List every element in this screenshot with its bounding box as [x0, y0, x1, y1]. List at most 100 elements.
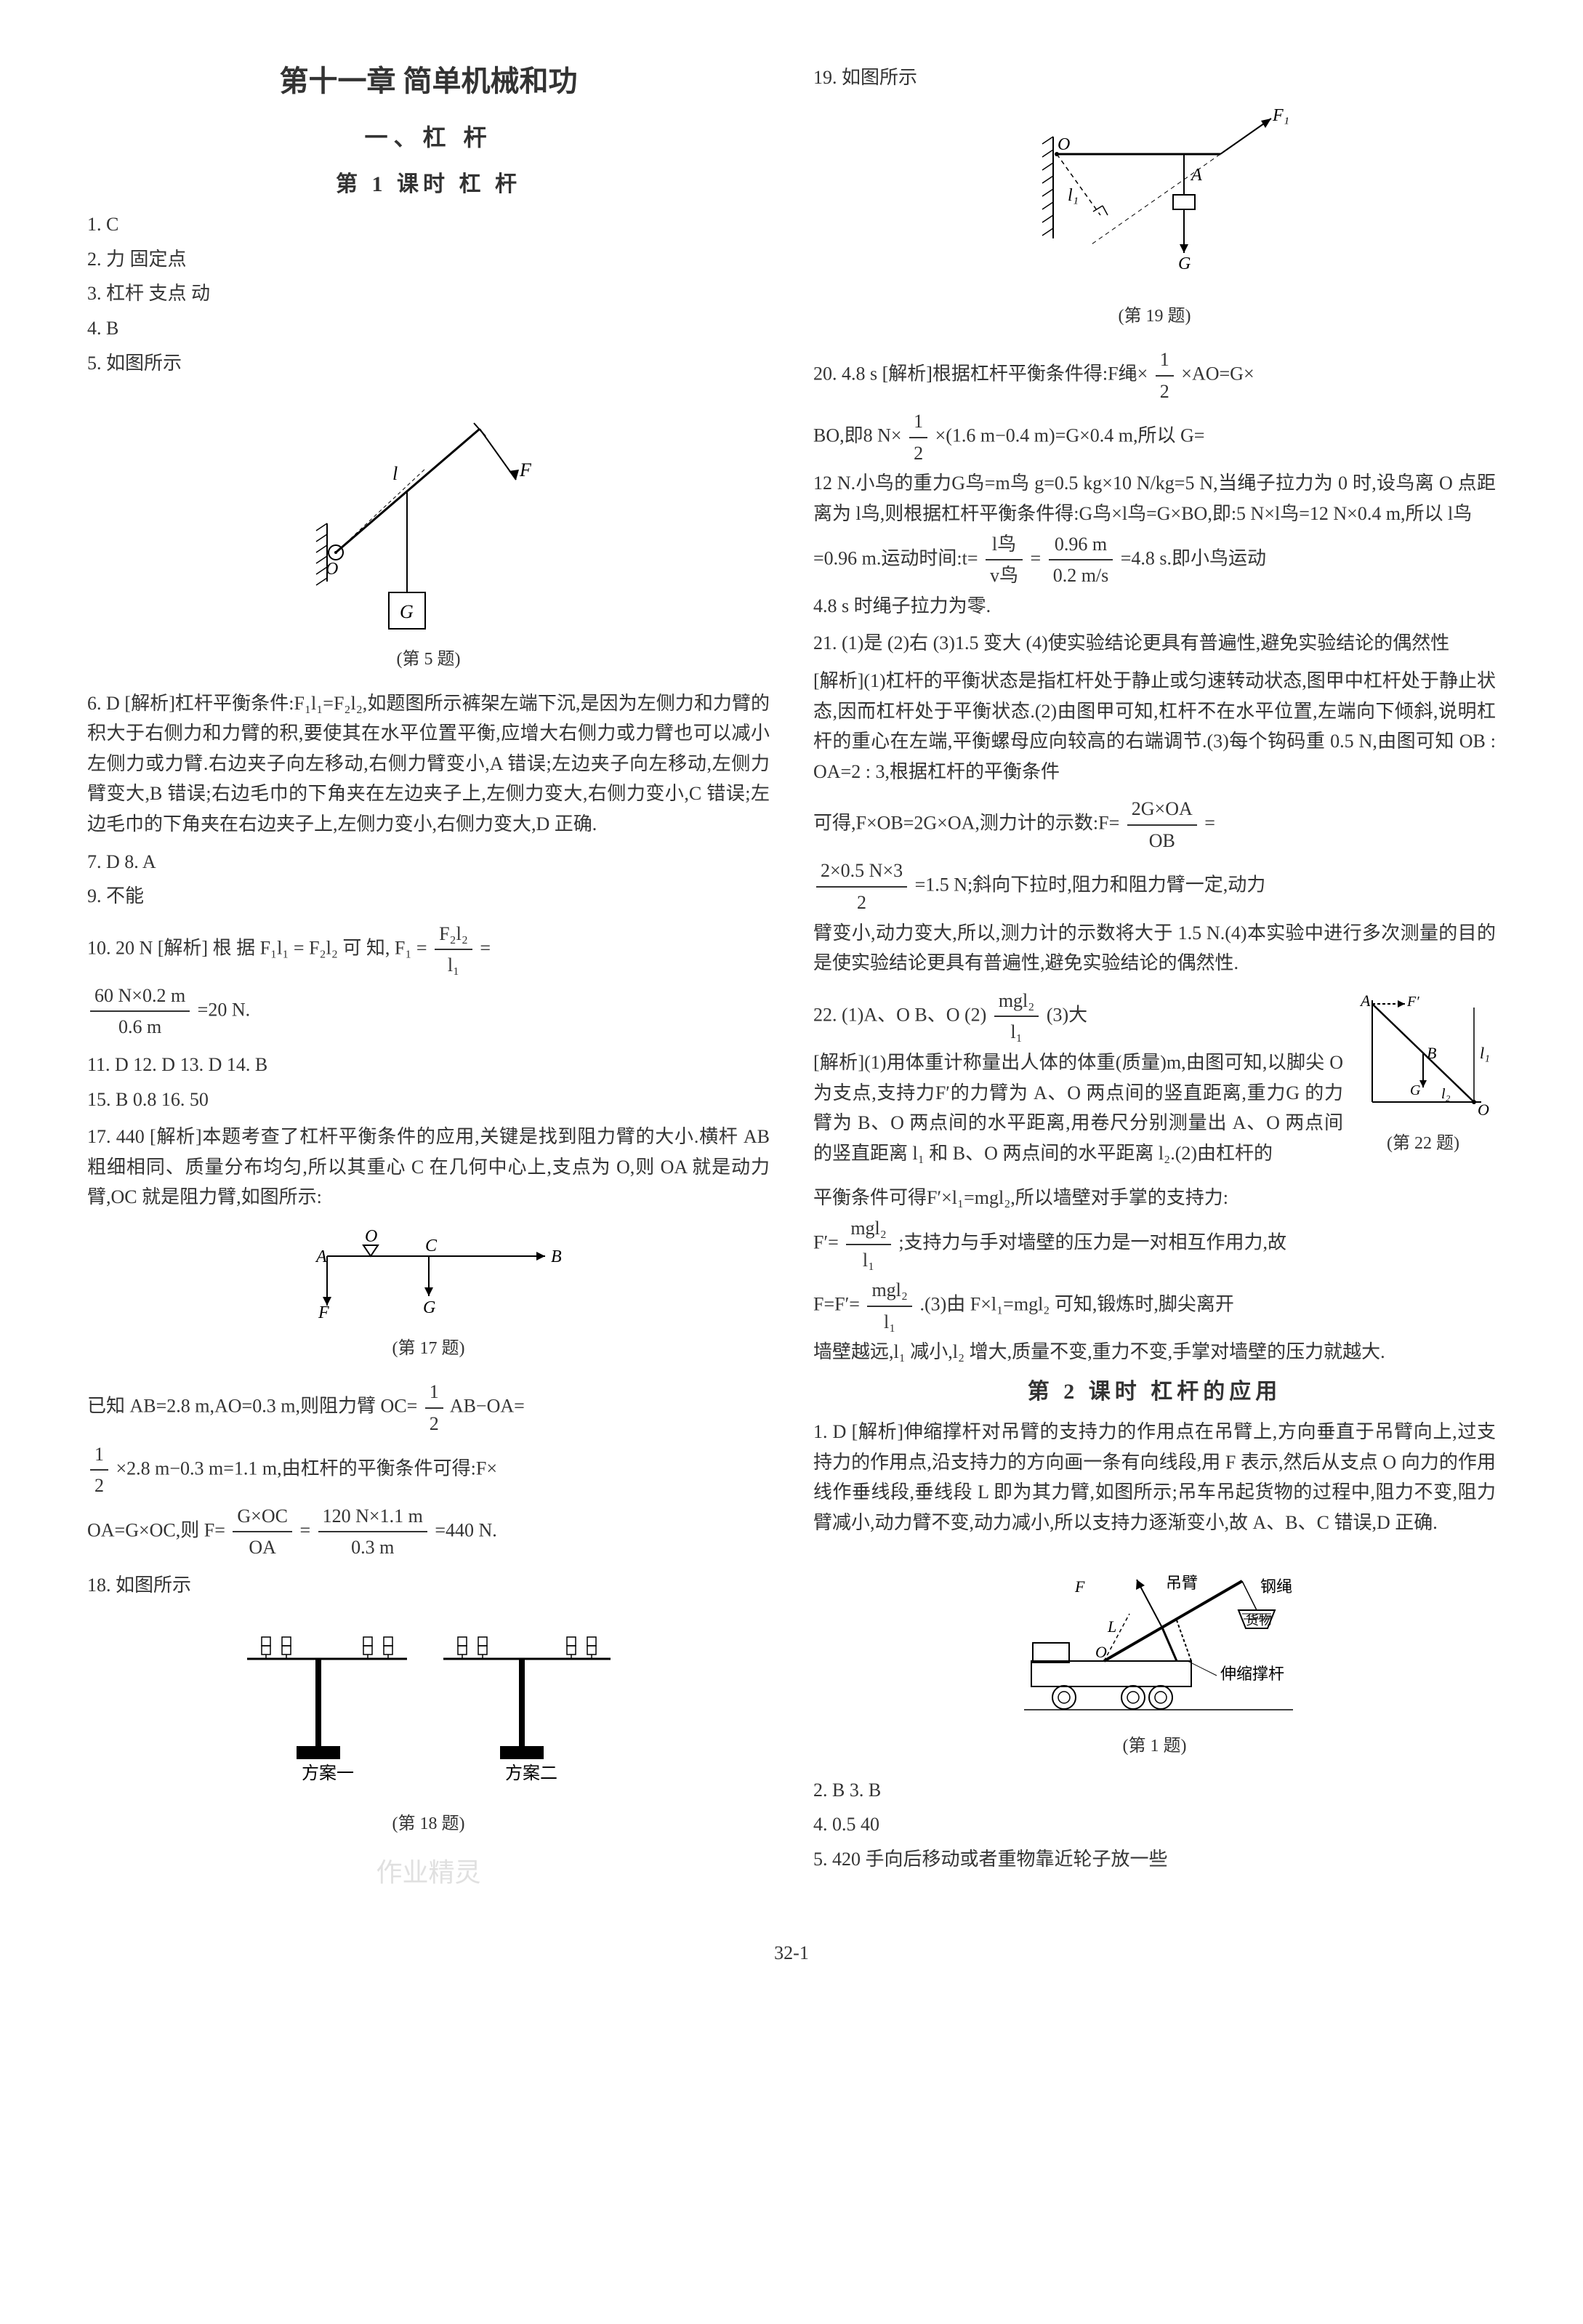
answer-q10: 10. 20 N [解析] 根 据 F₁l₁ = F₂l₂ 可 知, F₁ = …	[87, 919, 770, 1042]
figure-l2-1: 吊臂 伸缩撑杆 O L F 钢绳	[813, 1552, 1496, 1760]
answer-q17-cont: 已知 AB=2.8 m,AO=0.3 m,则阻力臂 OC= 1 2 AB−OA=…	[87, 1377, 770, 1563]
q17-cont-prefix: 已知 AB=2.8 m,AO=0.3 m,则阻力臂 OC=	[87, 1396, 417, 1417]
svg-text:F₁: F₁	[1272, 108, 1289, 125]
answer-q5-label: 5. 如图所示	[87, 348, 770, 379]
fig22-svg: A F′ B G l₁ l₂ O	[1350, 986, 1496, 1124]
answer-q1: 1. C	[87, 209, 770, 240]
svg-text:l₂: l₂	[1441, 1086, 1451, 1102]
svg-text:货物: 货物	[1246, 1613, 1272, 1628]
q20-frac2: 0.96 m 0.2 m/s	[1049, 529, 1113, 591]
fig18-caption: (第 18 题)	[87, 1810, 770, 1838]
q20-mid5: =0.96 m.运动时间:t=	[813, 547, 978, 568]
answer-q21-analysis: [解析](1)杠杆的平衡状态是指杠杆处于静止或匀速转动状态,图甲中杠杆处于静止状…	[813, 666, 1496, 787]
q21-eq: =	[1204, 813, 1215, 834]
q10-result: =20 N.	[198, 999, 250, 1020]
q22-frac-rep2: mgl₂ l₁	[867, 1275, 912, 1337]
answer-q17: 17. 440 [解析]本题考查了杠杆平衡条件的应用,关键是找到阻力臂的大小.横…	[87, 1122, 770, 1213]
lesson2-title: 第 2 课时 杠杆的应用	[813, 1375, 1496, 1410]
svg-text:B: B	[1427, 1044, 1436, 1062]
q20-frac: l鸟 v鸟	[986, 529, 1023, 591]
svg-text:F: F	[519, 459, 532, 481]
q22-prefix: 22. (1)A、O B、O (2)	[813, 1004, 986, 1025]
q21-frac2: 2×0.5 N×3 2	[816, 856, 907, 917]
l2-answer-q1: 1. D [解析]伸缩撑杆对吊臂的支持力的作用点在吊臂上,方向垂直于吊臂向上,过…	[813, 1417, 1496, 1537]
q22-frac-rep: mgl₂ l₁	[846, 1213, 891, 1275]
svg-text:l₁: l₁	[1068, 186, 1079, 205]
q17-frac1: G×OC OA	[233, 1501, 292, 1563]
fig17-caption: (第 17 题)	[87, 1335, 770, 1362]
figure-19: O F₁ l₁ A	[813, 108, 1496, 330]
q17-cont-mid2: ×2.8 m−0.3 m=1.1 m,由杠杆的平衡条件可得:F×	[116, 1457, 498, 1479]
answer-q2: 2. 力 固定点	[87, 244, 770, 275]
q20-result: =4.8 s.即小鸟运动	[1121, 547, 1266, 568]
answer-q22: A F′ B G l₁ l₂ O	[813, 986, 1496, 1169]
q22-analysis: [解析](1)用体重计称量出人体的体重(质量)m,由图可知,以脚尖 O 为支点,…	[813, 1052, 1343, 1164]
q21-cont-prefix: 可得,F×OB=2G×OA,测力计的示数:F=	[813, 813, 1119, 834]
fig19-svg: O F₁ l₁ A	[1017, 108, 1293, 297]
svg-text:L: L	[1107, 1617, 1116, 1636]
answer-q21: 21. (1)是 (2)右 (3)1.5 变大 (4)使实验结论更具有普遍性,避…	[813, 628, 1496, 659]
q17-result: =440 N.	[435, 1519, 496, 1540]
q21-frac: 2G×OA OB	[1127, 794, 1197, 856]
svg-text:F′: F′	[1406, 994, 1419, 1010]
fig5-svg: O l F G	[291, 393, 567, 640]
svg-text:O: O	[326, 560, 338, 579]
answer-q20: 20. 4.8 s [解析]根据杠杆平衡条件得:F绳× 1 2 ×AO=G× B…	[813, 345, 1496, 621]
svg-text:O: O	[1478, 1101, 1489, 1119]
q22-cont3-prefix: F=F′=	[813, 1294, 860, 1315]
left-column: 第十一章 简单机械和功 一、杠 杆 第 1 课时 杠 杆 1. C 2. 力 固…	[87, 58, 770, 1909]
svg-text:方案一: 方案一	[302, 1764, 354, 1783]
q21-mid: =1.5 N;斜向下拉时,阻力和阻力臂一定,动力	[915, 874, 1266, 896]
answer-q6: 6. D [解析]杠杆平衡条件:F₁l₁=F₂l₂,如题图所示裤架左端下沉,是因…	[87, 688, 770, 840]
svg-text:O: O	[1058, 135, 1070, 154]
svg-text:吊臂: 吊臂	[1166, 1574, 1198, 1592]
q20-end: 4.8 s 时绳子拉力为零.	[813, 595, 991, 616]
svg-text:C: C	[425, 1237, 438, 1255]
page-number: 32-1	[87, 1938, 1496, 1969]
answer-q9: 9. 不能	[87, 881, 770, 912]
answer-q11-14: 11. D 12. D 13. D 14. B	[87, 1050, 770, 1080]
answer-q22-cont: 平衡条件可得F′×l₁=mgl₂,所以墙壁对手掌的支持力: F′= mgl₂ l…	[813, 1183, 1496, 1367]
svg-text:A: A	[1359, 992, 1371, 1010]
q17-cont2-prefix: OA=G×OC,则 F=	[87, 1519, 225, 1540]
watermark-2: 作业精灵	[87, 1852, 770, 1894]
q17-half2: 1 2	[90, 1439, 108, 1501]
q22-cont3-mid: .(3)由 F×l₁=mgl₂ 可知,锻炼时,脚尖离开	[919, 1294, 1233, 1315]
right-column: 19. 如图所示 O F₁	[813, 58, 1496, 1909]
svg-text:A: A	[315, 1247, 327, 1266]
svg-text:钢绳: 钢绳	[1260, 1577, 1292, 1596]
svg-text:B: B	[551, 1247, 562, 1266]
q20-half2: 1 2	[909, 406, 927, 468]
q20-mid4: 12 N.小鸟的重力G鸟=m鸟 g=0.5 kg×10 N/kg=5 N,当绳子…	[813, 473, 1496, 524]
section-title: 一、杠 杆	[87, 119, 770, 156]
svg-text:F: F	[1074, 1577, 1085, 1596]
svg-text:A: A	[1190, 166, 1202, 185]
q17-eq: =	[299, 1519, 310, 1540]
answer-q15-16: 15. B 0.8 16. 50	[87, 1085, 770, 1115]
q17-cont-mid: AB−OA=	[450, 1396, 525, 1417]
svg-text:G: G	[1178, 254, 1191, 273]
q20-mid1: ×AO=G×	[1181, 363, 1254, 385]
l2-answer-q5: 5. 420 手向后移动或者重物靠近轮子放一些	[813, 1844, 1496, 1875]
lesson1-title: 第 1 课时 杠 杆	[87, 167, 770, 202]
figure-17: A B O C G F (第 17 题)	[87, 1227, 770, 1362]
q20-mid3: ×(1.6 m−0.4 m)=G×0.4 m,所以 G=	[935, 425, 1205, 446]
svg-text:方案二: 方案二	[505, 1764, 557, 1783]
fig5-caption: (第 5 题)	[87, 646, 770, 673]
q22-cont2-prefix: F′=	[813, 1232, 839, 1253]
answer-q3: 3. 杠杆 支点 动	[87, 278, 770, 309]
q21-end: 臂变小,动力变大,所以,测力计的示数将大于 1.5 N.(4)本实验中进行多次测…	[813, 922, 1496, 974]
q20-eq: =	[1031, 547, 1042, 568]
answer-q18-label: 18. 如图所示	[87, 1570, 770, 1601]
fig17-svg: A B O C G F	[283, 1227, 574, 1329]
q20-half: 1 2	[1156, 345, 1174, 406]
figure-22: A F′ B G l₁ l₂ O	[1350, 986, 1496, 1157]
svg-text:G: G	[423, 1298, 435, 1317]
answer-q19-label: 19. 如图所示	[813, 63, 1496, 93]
svg-text:l: l	[392, 463, 398, 484]
svg-text:F: F	[318, 1303, 329, 1322]
answer-q21-cont: 可得,F×OB=2G×OA,测力计的示数:F= 2G×OA OB = 2×0.5…	[813, 794, 1496, 978]
q17-half: 1 2	[425, 1377, 443, 1439]
q10-frac1: F₂l₂ l₁	[435, 919, 472, 981]
q17-frac2: 120 N×1.1 m 0.3 m	[318, 1501, 427, 1563]
